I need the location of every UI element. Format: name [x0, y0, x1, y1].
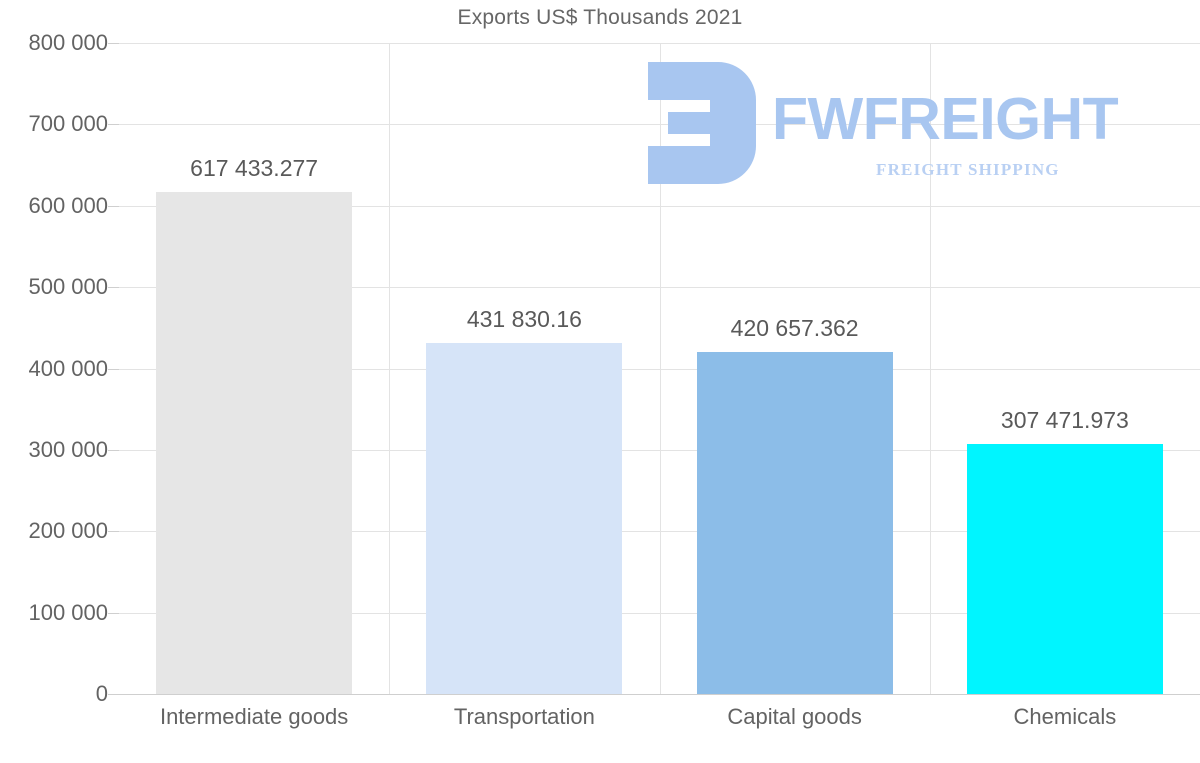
x-axis-tick-label: Intermediate goods	[159, 704, 349, 729]
bar-value-label: 617 433.277	[190, 154, 319, 181]
y-axis-tick-mark	[108, 43, 119, 44]
y-axis-tick-label: 100 000	[28, 599, 108, 625]
y-axis-tick-mark	[108, 368, 119, 370]
x-axis-tick-label: Chemicals	[1013, 704, 1117, 729]
plot-area	[119, 43, 1200, 694]
y-axis-tick-label: 800 000	[28, 30, 108, 55]
y-axis-tick-mark	[108, 531, 119, 533]
bar[interactable]	[696, 351, 893, 694]
y-axis-tick-label: 500 000	[28, 274, 108, 300]
bar[interactable]	[156, 191, 353, 694]
y-axis-tick-mark	[108, 124, 119, 126]
x-axis-tick-label: Capital goods	[727, 704, 862, 729]
y-axis-tick-mark	[108, 205, 119, 207]
bar[interactable]	[966, 443, 1163, 694]
y-axis-tick-label: 200 000	[28, 518, 108, 544]
y-axis-tick-mark	[108, 612, 119, 614]
y-axis: 0 100 000 200 000 300 000 400 000 500 000 600 …	[0, 0, 119, 763]
y-axis-tick-label: 300 000	[28, 436, 108, 462]
y-axis-tick-label: 0	[95, 681, 108, 706]
y-axis-tick-mark	[108, 449, 119, 451]
x-gridline	[929, 43, 931, 694]
bar-value-label: 431 830.16	[466, 305, 582, 332]
y-axis-tick-mark	[108, 287, 119, 289]
x-gridline	[659, 43, 661, 694]
bar-value-label: 420 657.362	[730, 314, 859, 341]
x-axis-line	[108, 694, 1200, 695]
x-axis-tick-label: Transportation	[453, 704, 595, 729]
chart-title: Exports US$ Thousands 2021	[457, 6, 743, 29]
bar[interactable]	[426, 342, 623, 694]
y-axis-tick-label: 600 000	[28, 192, 108, 218]
x-gridline	[389, 43, 391, 694]
y-axis-tick-label: 700 000	[28, 111, 108, 137]
y-axis-tick-label: 400 000	[28, 355, 108, 381]
bar-value-label: 307 471.973	[1000, 406, 1129, 433]
